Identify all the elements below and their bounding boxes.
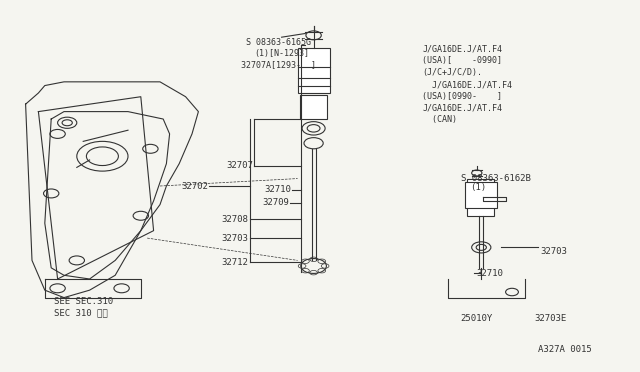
Text: 25010Y: 25010Y xyxy=(461,314,493,323)
Text: 32702: 32702 xyxy=(181,182,208,190)
FancyBboxPatch shape xyxy=(298,48,330,93)
Text: 32712: 32712 xyxy=(221,258,248,267)
Text: 32710: 32710 xyxy=(477,269,504,278)
Text: 32709: 32709 xyxy=(262,198,289,207)
Text: 32703E: 32703E xyxy=(534,314,566,323)
Text: SEE SEC.310
SEC 310 参照: SEE SEC.310 SEC 310 参照 xyxy=(54,297,113,317)
Text: J/GA16DE.J/AT.F4
(USA)[    -0990]
(J/C+J/C/D).
  J/GA16DE.J/AT.F4
(USA)[0990-   : J/GA16DE.J/AT.F4 (USA)[ -0990] (J/C+J/C/… xyxy=(422,45,513,125)
Text: S 08363-6162B: S 08363-6162B xyxy=(461,174,531,183)
Text: 32710: 32710 xyxy=(264,185,291,194)
FancyBboxPatch shape xyxy=(467,179,494,216)
Text: 32708: 32708 xyxy=(221,215,248,224)
Text: S 08363-6165G: S 08363-6165G xyxy=(246,38,311,47)
Text: A327A 0015: A327A 0015 xyxy=(538,345,591,354)
Text: (1)[N-1293]: (1)[N-1293] xyxy=(254,49,309,58)
FancyBboxPatch shape xyxy=(465,182,497,208)
Text: (1): (1) xyxy=(470,183,486,192)
Text: 32707: 32707 xyxy=(226,161,253,170)
Text: 32703: 32703 xyxy=(221,234,248,243)
Text: 32707A[1293-  ]: 32707A[1293- ] xyxy=(241,61,316,70)
FancyBboxPatch shape xyxy=(300,95,327,119)
Text: 32703: 32703 xyxy=(541,247,568,256)
